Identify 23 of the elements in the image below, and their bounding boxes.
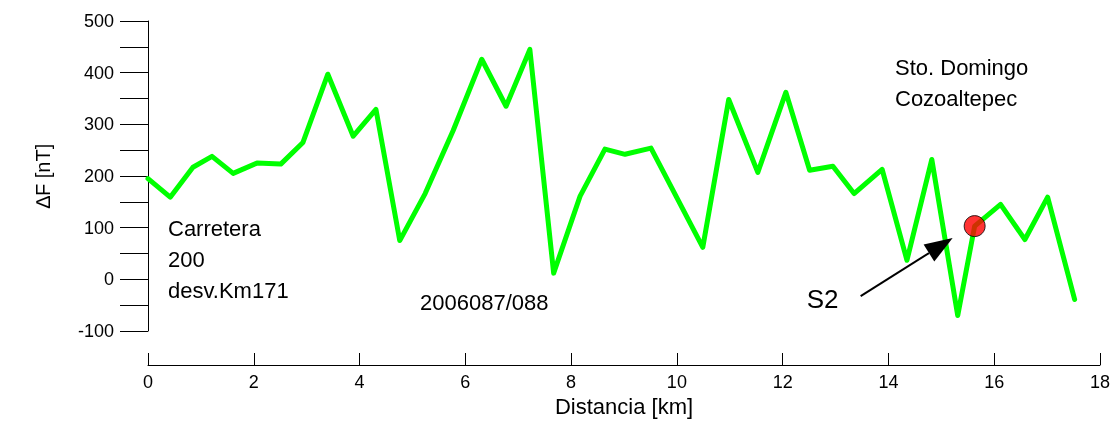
annotation: 2006087/088 bbox=[420, 290, 549, 315]
y-tick-label: 400 bbox=[83, 62, 114, 83]
x-axis-title: Distancia [km] bbox=[554, 394, 694, 420]
y-tick-label: 300 bbox=[83, 114, 114, 135]
x-tick-label: 4 bbox=[354, 372, 365, 392]
y-tick-label: 0 bbox=[103, 269, 114, 290]
x-tick-label: 14 bbox=[878, 372, 899, 392]
y-tick-label: -100 bbox=[77, 321, 114, 341]
x-tick-label: 0 bbox=[142, 372, 154, 392]
x-tick-label: 12 bbox=[772, 372, 793, 392]
x-tick-label: 8 bbox=[566, 372, 577, 392]
x-tick-label: 2 bbox=[248, 372, 259, 392]
annotation: Sto. Domingo Cozoaltepec bbox=[895, 55, 1029, 111]
y-tick-label: 200 bbox=[83, 166, 114, 186]
y-tick-label: 100 bbox=[83, 217, 114, 238]
x-tick-label: 18 bbox=[1089, 372, 1111, 392]
x-tick-label: 16 bbox=[984, 372, 1005, 392]
x-tick-label: 6 bbox=[460, 372, 471, 392]
x-tick-label: 10 bbox=[666, 372, 687, 392]
annotation: Carretera 200 desv.Km171 bbox=[168, 216, 289, 303]
y-tick-label: 500 bbox=[83, 11, 114, 31]
y-axis-title: ∆F [nT] bbox=[32, 143, 54, 209]
annotation: S2 bbox=[806, 284, 839, 315]
